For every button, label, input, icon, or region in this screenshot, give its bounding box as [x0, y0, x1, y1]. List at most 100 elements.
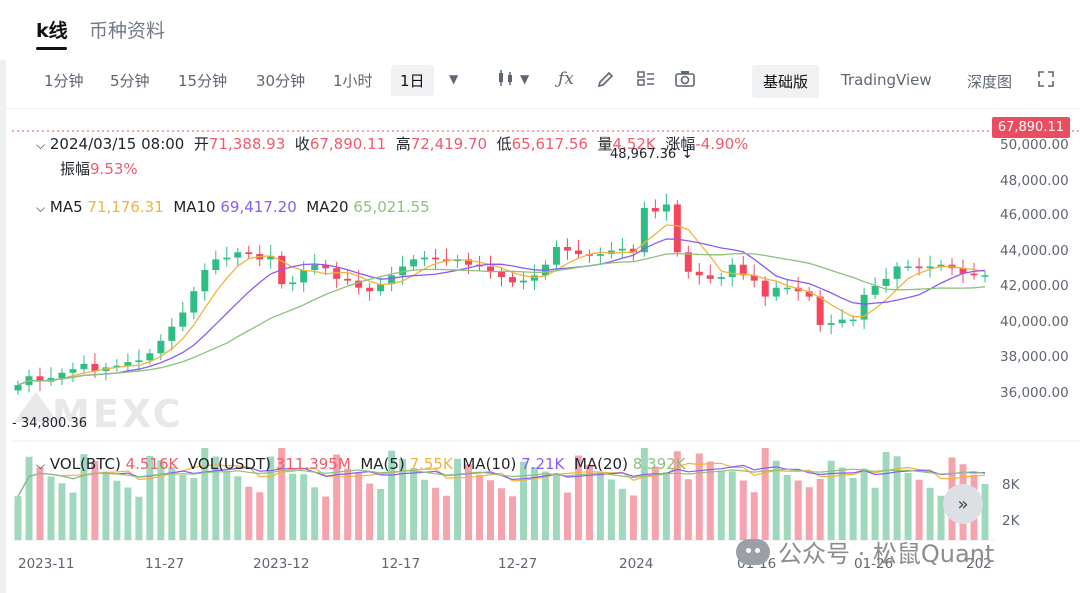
candle-body — [717, 277, 725, 279]
close-value: 67,890.11 — [309, 135, 387, 153]
volume-bar — [882, 452, 890, 540]
interval-1h[interactable]: 1小时 — [333, 72, 373, 90]
low-marker: - 34,800.36 — [12, 416, 87, 431]
volume-bar — [124, 487, 132, 540]
volume-bar — [519, 461, 527, 540]
candle-body — [805, 291, 813, 297]
vol-ma20-value: 8.392K — [632, 455, 686, 473]
ma20-label: MA20 — [306, 198, 349, 216]
volume-bar — [981, 484, 989, 540]
volume-bar — [926, 487, 934, 540]
amplitude-row: 振幅9.53% — [60, 158, 138, 179]
collapse-chevron-icon[interactable]: ⌵ — [36, 138, 46, 152]
volume-bar — [750, 492, 758, 540]
camera-icon[interactable] — [674, 69, 696, 94]
volume-bar — [816, 479, 824, 540]
candle-body — [904, 266, 912, 268]
fullscreen-icon[interactable] — [1036, 69, 1056, 94]
volume-bar — [146, 456, 154, 540]
volume-bar — [399, 458, 407, 540]
volume-tick-label: 2K — [1002, 513, 1020, 529]
candle-body — [465, 259, 473, 265]
interval-5m[interactable]: 5分钟 — [110, 72, 150, 90]
toolbar-divider — [0, 108, 1080, 109]
indicator-fx-icon[interactable]: ƒx — [558, 69, 574, 89]
ma10-line — [17, 238, 986, 386]
candle-body — [366, 287, 374, 292]
tab-bar: k线 币种资料 — [0, 0, 1080, 54]
volume-bar — [607, 479, 615, 540]
vol-ma20-label: MA(20) — [573, 455, 628, 473]
volume-bar — [168, 467, 176, 540]
interval-15m[interactable]: 15分钟 — [178, 72, 228, 90]
volume-bar — [377, 489, 385, 540]
time-tick-label: 202 — [966, 556, 992, 572]
candle-body — [893, 266, 901, 279]
volume-bar — [585, 464, 593, 540]
volume-bar — [739, 480, 747, 540]
mexc-logo-mark — [14, 392, 58, 422]
candle-body — [135, 360, 143, 363]
interval-1m[interactable]: 1分钟 — [44, 72, 84, 90]
low-value: 65,617.56 — [511, 135, 588, 153]
interval-30m[interactable]: 30分钟 — [256, 72, 306, 90]
candle-body — [728, 264, 736, 278]
candle-type-icon[interactable] — [496, 69, 516, 92]
interval-1d[interactable]: 1日 — [391, 65, 434, 96]
tab-kline[interactable]: k线 — [36, 20, 68, 42]
candle-body — [816, 296, 824, 325]
volume-bar — [498, 488, 505, 540]
vol-collapse-chevron-icon[interactable]: ⌵ — [36, 458, 46, 472]
volume-bar — [333, 454, 341, 540]
volume-bar — [860, 468, 868, 540]
candle-body — [596, 254, 604, 256]
chart-toolbar: 1分钟 5分钟 15分钟 30分钟 1小时 1日 ▼ ▼ ƒx 基础版 Trad… — [0, 60, 1080, 102]
volume-bar — [937, 495, 945, 540]
candle-body — [849, 319, 857, 322]
close-label: 收 — [294, 135, 310, 153]
volume-bar — [827, 460, 835, 540]
price-tick-label: 46,000.00 — [1000, 207, 1069, 223]
basic-view-button[interactable]: 基础版 — [752, 65, 820, 98]
tab-coin-info[interactable]: 币种资料 — [89, 20, 166, 42]
scroll-right-button[interactable]: » — [943, 484, 983, 524]
candle-body — [827, 323, 835, 325]
candle-type-dropdown-icon[interactable]: ▼ — [520, 72, 530, 86]
candle-body — [157, 340, 165, 354]
volume-bar — [267, 456, 275, 540]
time-tick-label: 12-17 — [381, 556, 421, 572]
tradingview-button[interactable]: TradingView — [841, 71, 932, 89]
time-tick-label: 01-26 — [854, 556, 894, 572]
volume-bar — [508, 496, 516, 540]
candle-body — [223, 257, 231, 260]
volume-bar — [223, 470, 231, 540]
low-marker-value: 34,800.36 — [20, 416, 87, 431]
candle-body — [739, 264, 747, 276]
interval-dropdown-icon[interactable]: ▼ — [449, 72, 459, 86]
candle-body — [651, 208, 659, 212]
volume-bar — [245, 486, 253, 540]
candle-body — [618, 248, 626, 251]
ma20-value: 65,021.55 — [353, 198, 430, 216]
candle-body — [69, 369, 77, 373]
volume-bar — [465, 464, 473, 540]
amplitude-value: 9.53% — [90, 160, 138, 178]
candle-body — [399, 266, 407, 276]
candle-body — [432, 257, 440, 260]
candle-body — [355, 280, 363, 288]
volume-bar — [871, 487, 879, 540]
depth-chart-button[interactable]: 深度图 — [967, 73, 1013, 91]
candle-body — [673, 204, 681, 253]
layout-grid-icon[interactable] — [636, 69, 656, 94]
volume-bar — [201, 448, 209, 540]
ma-collapse-chevron-icon[interactable]: ⌵ — [36, 201, 46, 215]
draw-pencil-icon[interactable] — [596, 69, 616, 94]
volume-bar — [25, 456, 33, 540]
volume-bar — [629, 495, 637, 540]
ma5-line — [17, 224, 986, 386]
candle-body — [607, 250, 615, 255]
vol-ma10-label: MA(10) — [462, 455, 517, 473]
candle-body — [937, 264, 945, 267]
candle-body — [212, 259, 220, 270]
